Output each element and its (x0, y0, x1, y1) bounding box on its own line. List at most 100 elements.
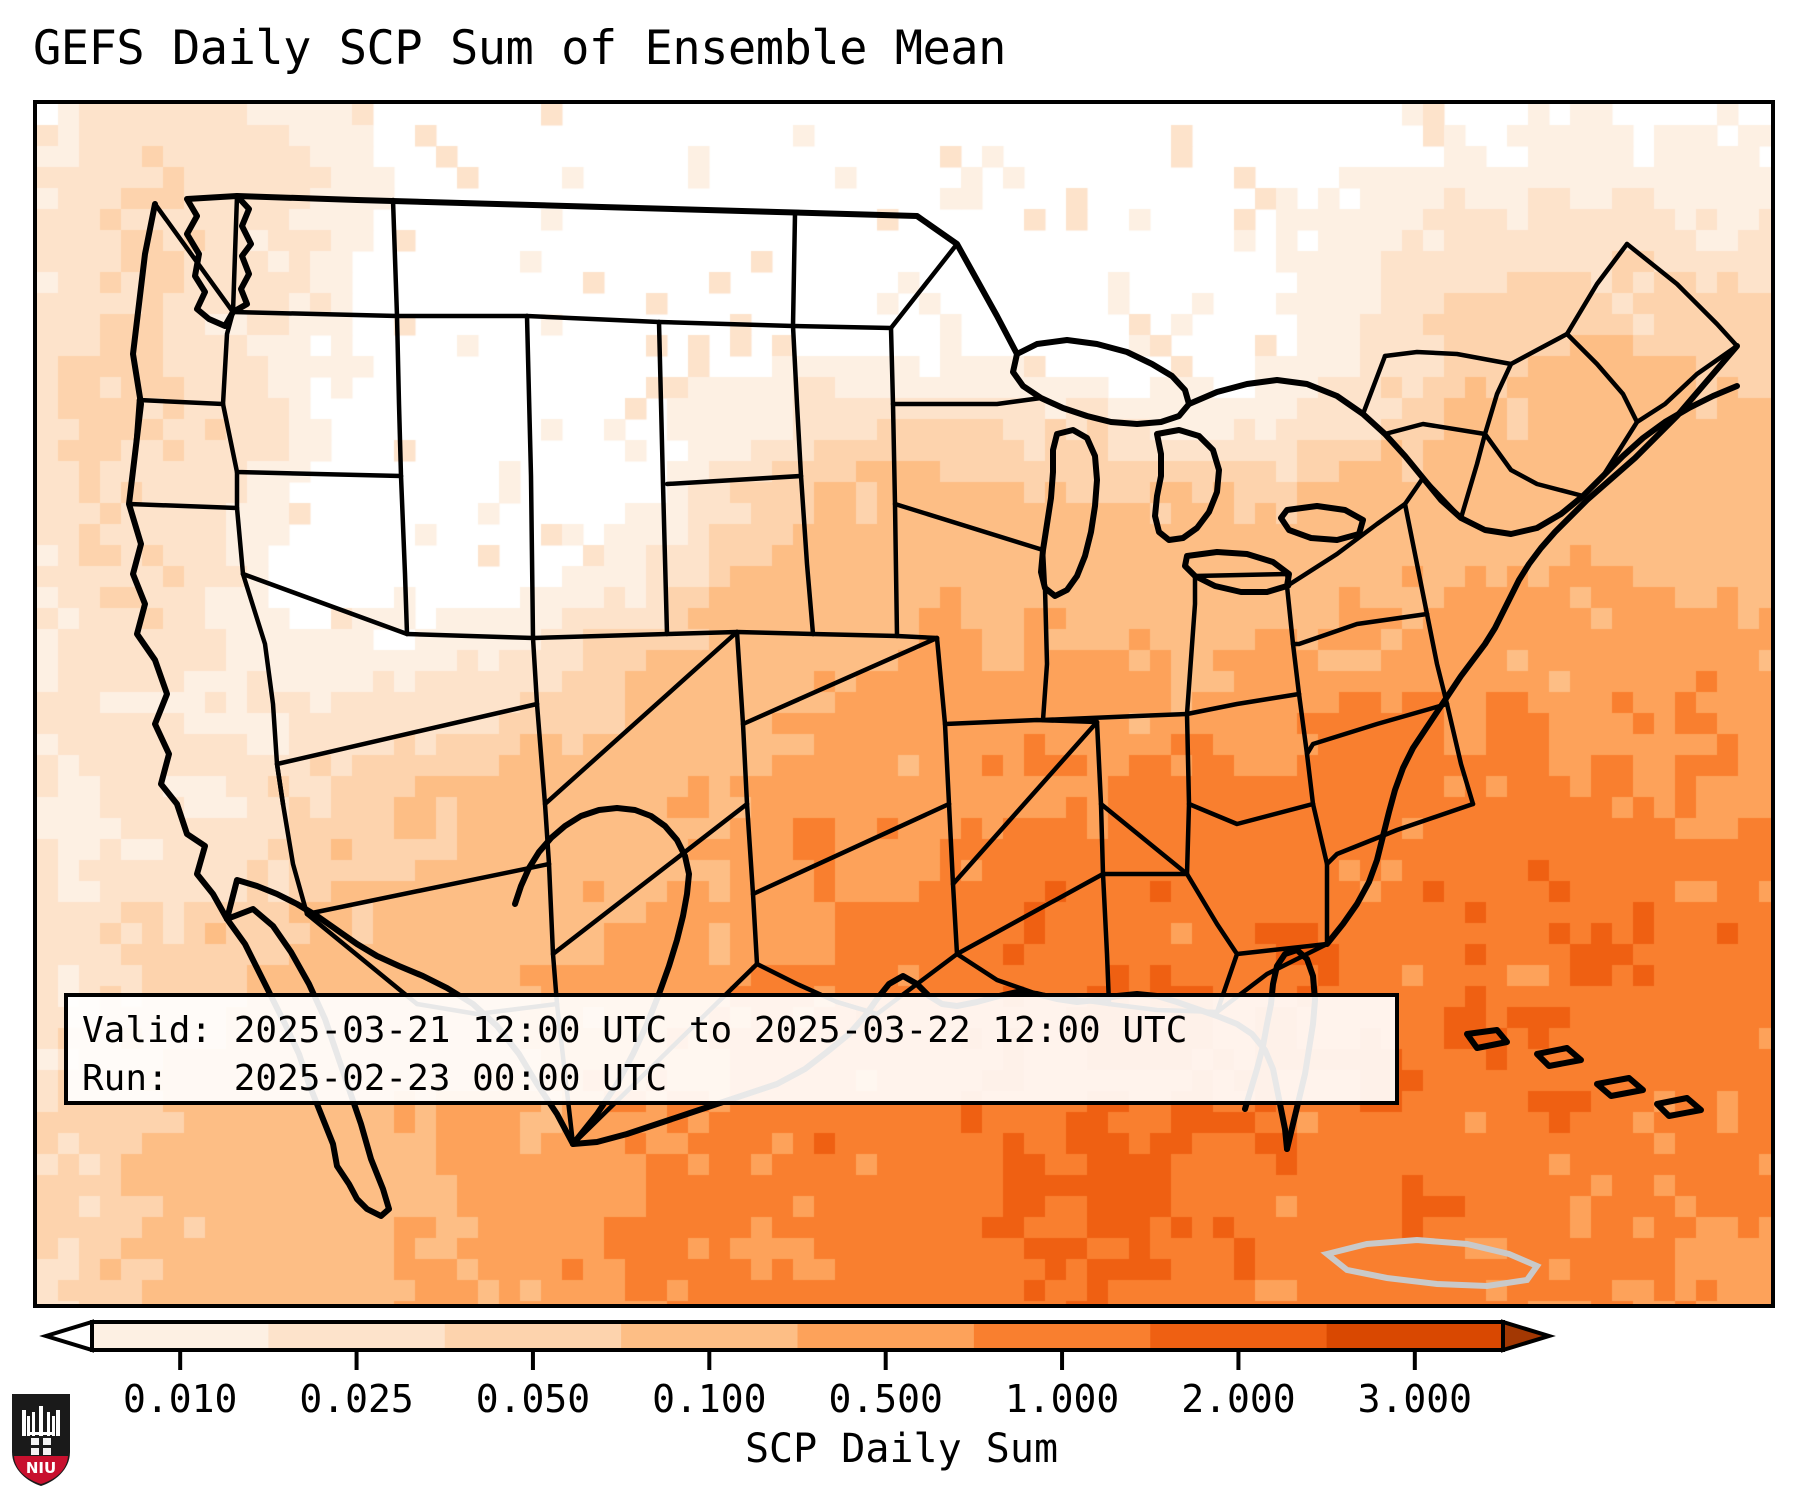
state-border-line (524, 313, 662, 325)
state-border-line (1382, 421, 1488, 437)
cuba-outline (1320, 1236, 1542, 1290)
state-border-line (1360, 353, 1388, 417)
state-border-line (1324, 801, 1476, 867)
forecast-info-box: Valid: 2025-03-21 12:00 UTC to 2025-03-2… (64, 993, 1399, 1105)
state-border-line (888, 241, 960, 331)
great-lake-outline (1278, 503, 1366, 543)
colorbar: 0.010 0.025 0.050 0.100 0.500 1.000 2.000 3.000… (0, 1310, 1803, 1500)
state-border-line (524, 313, 536, 641)
state-border-line (656, 319, 804, 479)
state-border-line (1624, 241, 1740, 349)
state-border-line (1508, 331, 1570, 367)
state-border-line (1444, 701, 1476, 807)
colorbar-tick-label: 0.025 (299, 1377, 413, 1421)
state-border-line (890, 395, 1044, 407)
state-border-line (1234, 941, 1330, 957)
state-border-line (1098, 801, 1190, 877)
state-border-line (798, 473, 816, 637)
state-border-line (390, 197, 400, 319)
state-border-line (950, 719, 1100, 887)
colorbar-axis-label: SCP Daily Sum (744, 1426, 1059, 1472)
state-border-line (942, 717, 1100, 727)
state-border-line (1284, 583, 1302, 697)
coastline (126, 201, 230, 922)
colorbar-band (92, 1322, 269, 1350)
colorbar-band (1326, 1322, 1504, 1350)
great-lake-outline (1152, 427, 1222, 543)
state-border-line (550, 801, 750, 957)
state-border-line (790, 211, 798, 329)
colorbar-band (973, 1322, 1151, 1350)
state-border-line (790, 323, 894, 331)
state-border-line (734, 629, 816, 637)
colorbar-tick-label: 0.500 (828, 1377, 942, 1421)
map-panel: Valid: 2025-03-21 12:00 UTC to 2025-03-2… (33, 100, 1775, 1308)
great-lake-outline (1038, 427, 1100, 599)
coastline (184, 193, 254, 329)
state-border-line (398, 473, 410, 637)
colorbar-svg: 0.010 0.025 0.050 0.100 0.500 1.000 2.000 3.000 (39, 1319, 1556, 1421)
state-border-line (1100, 871, 1112, 1007)
valid-time-line: Valid: 2025-03-21 12:00 UTC to 2025-03-2… (82, 1010, 1188, 1051)
state-border-line (404, 631, 540, 707)
state-border-line (1094, 719, 1106, 877)
great-lake-outline (1182, 549, 1292, 595)
state-border-line (750, 801, 952, 897)
state-border-line (1290, 611, 1430, 647)
state-border-line (1458, 431, 1488, 521)
state-border-line (304, 911, 420, 1007)
state-border-line (1040, 585, 1050, 723)
coastline (1186, 377, 1740, 537)
state-border-line (954, 871, 1106, 957)
state-border-line (1402, 501, 1430, 617)
state-border-line (546, 861, 560, 1007)
colorbar-band (1150, 1322, 1328, 1350)
state-border-line (740, 635, 940, 727)
state-border-line (1402, 475, 1426, 507)
caribbean-islands (1464, 1027, 1704, 1119)
state-border-line (1482, 361, 1514, 437)
state-border-line (274, 761, 310, 917)
map-stage (37, 104, 1771, 1304)
colorbar-band (444, 1322, 622, 1350)
coastline (1324, 343, 1740, 947)
state-border-line (1564, 241, 1630, 337)
state-border-line (1382, 349, 1514, 367)
state-border-line (810, 631, 940, 641)
state-border-line (664, 473, 804, 487)
run-time-line: Run: 2025-02-23 00:00 UTC (82, 1058, 668, 1099)
colorbar-over-arrow (1501, 1319, 1556, 1353)
page-title: GEFS Daily SCP Sum of Ensemble Mean (33, 21, 1006, 76)
state-border-line (954, 951, 1040, 997)
state-border-line (1310, 801, 1330, 947)
colorbar-tick-label: 2.000 (1181, 1377, 1295, 1421)
colorbar-tick-label: 1.000 (1005, 1377, 1119, 1421)
coastline (234, 193, 1020, 357)
state-border-line (1184, 573, 1198, 717)
colorbar-tick-label: 0.100 (652, 1377, 766, 1421)
state-border-line (230, 309, 404, 479)
colorbar-band (268, 1322, 446, 1350)
state-border-line (1184, 691, 1302, 717)
state-border-line (530, 629, 740, 641)
colorbar-tick-label: 0.050 (476, 1377, 590, 1421)
map-boundaries-layer (126, 193, 1740, 1290)
niu-logo: NIU (12, 1394, 70, 1486)
state-border-line (1424, 611, 1450, 707)
colorbar-tick-label: 3.000 (1358, 1377, 1472, 1421)
state-border-line (1634, 343, 1740, 425)
state-border-line (656, 319, 670, 637)
great-lake-outline (1010, 337, 1192, 427)
state-border-line (1482, 431, 1586, 499)
state-border-line (1564, 331, 1640, 425)
state-border-line (220, 401, 404, 479)
state-border-line (734, 629, 750, 807)
state-border-line (542, 629, 740, 807)
state-border-line (888, 325, 900, 639)
state-border-line (1040, 711, 1190, 723)
state-border-line (934, 635, 952, 807)
colorbar-band (797, 1322, 975, 1350)
state-border-line (126, 501, 246, 577)
state-border-line (274, 701, 540, 767)
niu-logo-text: NIU (26, 1459, 56, 1477)
